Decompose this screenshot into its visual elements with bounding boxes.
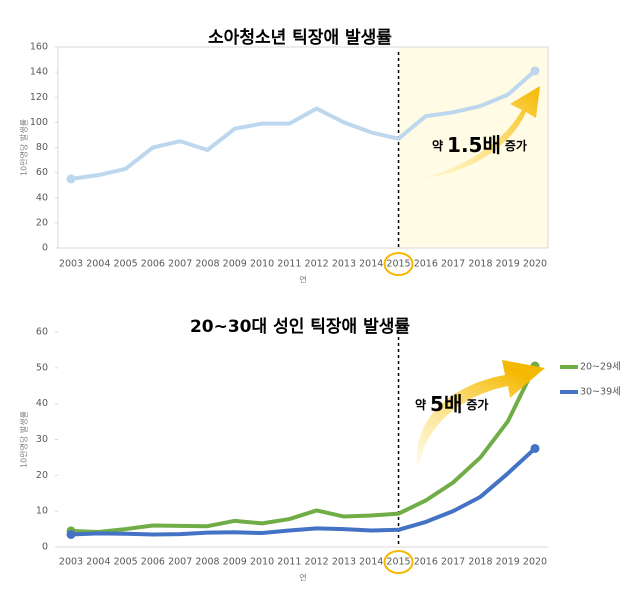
x-tick-label: 2016 — [414, 259, 438, 270]
annotation-part: 약 — [432, 138, 443, 153]
x-tick-label: 2015 — [386, 259, 410, 270]
highlight-circle — [383, 550, 414, 574]
y-tick-label: 0 — [42, 542, 48, 553]
y-tick-label: 60 — [36, 167, 48, 178]
legend-label: 20~29세 — [580, 362, 621, 373]
end-marker — [66, 529, 76, 539]
x-tick-label: 2017 — [441, 259, 465, 270]
x-tick-label: 2019 — [496, 259, 520, 270]
x-tick-label: 2007 — [168, 259, 192, 270]
y-axis-label: 10만명당 발생률 — [19, 119, 29, 176]
x-tick-label: 2017 — [441, 557, 465, 568]
y-tick-label: 40 — [36, 398, 48, 409]
x-tick-label: 2006 — [141, 259, 165, 270]
x-tick-label: 2020 — [523, 259, 547, 270]
x-tick-label: 2008 — [195, 259, 219, 270]
data-line — [70, 365, 537, 534]
annotation-part: 약 — [415, 397, 426, 412]
x-axis-label: 연 — [299, 276, 306, 285]
annotation-arrow — [416, 360, 545, 470]
x-tick-label: 2003 — [59, 259, 83, 270]
x-tick-label: 2006 — [141, 557, 165, 568]
annotation-part: 5배 — [430, 392, 462, 416]
annotation-arrow — [425, 86, 540, 178]
x-tick-label: 2014 — [359, 259, 383, 270]
y-tick-label: 10 — [36, 506, 48, 517]
annotation-part: 1.5배 — [447, 133, 501, 157]
x-tick-label: 2013 — [332, 259, 356, 270]
x-tick-label: 2014 — [359, 557, 383, 568]
chart-title: 소아청소년 틱장애 발생률 — [208, 27, 392, 48]
x-tick-label: 2007 — [168, 557, 192, 568]
y-tick-label: 160 — [30, 42, 48, 53]
x-tick-label: 2016 — [414, 557, 438, 568]
y-tick-label: 0 — [42, 243, 48, 254]
y-tick-label: 120 — [30, 92, 48, 103]
x-tick-label: 2009 — [223, 259, 247, 270]
end-marker — [530, 66, 540, 76]
x-tick-label: 2008 — [195, 557, 219, 568]
x-tick-label: 2009 — [223, 557, 247, 568]
legend-label: 30~39세 — [580, 387, 621, 398]
x-tick-label: 2018 — [468, 557, 492, 568]
x-tick-label: 2010 — [250, 557, 274, 568]
x-tick-label: 2018 — [468, 259, 492, 270]
y-axis-label: 10만명당 발생률 — [19, 411, 29, 468]
x-tick-label: 2020 — [523, 557, 547, 568]
y-tick-label: 60 — [36, 327, 48, 338]
data-line — [70, 69, 537, 181]
x-tick-label: 2013 — [332, 557, 356, 568]
annotation: 약 1.5배 증가 — [432, 133, 527, 157]
x-tick-label: 2005 — [113, 259, 137, 270]
y-tick-label: 30 — [36, 434, 48, 445]
x-tick-label: 2004 — [86, 557, 110, 568]
highlight-circle — [383, 252, 414, 276]
y-tick-label: 20 — [36, 217, 48, 228]
chart-title: 20~30대 성인 틱장애 발생률 — [190, 317, 410, 337]
x-tick-label: 2012 — [305, 557, 329, 568]
x-tick-label: 2005 — [113, 557, 137, 568]
x-tick-label: 2004 — [86, 259, 110, 270]
x-axis-label: 연 — [299, 574, 306, 583]
y-tick-label: 20 — [36, 470, 48, 481]
end-marker — [66, 174, 76, 184]
end-marker — [530, 443, 540, 453]
y-tick-label: 40 — [36, 192, 48, 203]
x-tick-label: 2019 — [496, 557, 520, 568]
annotation: 약 5배 증가 — [415, 392, 488, 416]
x-tick-label: 2011 — [277, 557, 301, 568]
x-tick-label: 2011 — [277, 259, 301, 270]
y-tick-label: 140 — [30, 67, 48, 78]
x-tick-label: 2003 — [59, 557, 83, 568]
y-tick-label: 50 — [36, 362, 48, 373]
y-tick-label: 80 — [36, 142, 48, 153]
y-tick-label: 100 — [30, 117, 48, 128]
data-line — [70, 446, 537, 537]
x-tick-label: 2010 — [250, 259, 274, 270]
x-tick-label: 2012 — [305, 259, 329, 270]
annotation-part: 증가 — [466, 397, 488, 412]
annotation-part: 증가 — [505, 138, 527, 153]
x-tick-label: 2015 — [386, 557, 410, 568]
